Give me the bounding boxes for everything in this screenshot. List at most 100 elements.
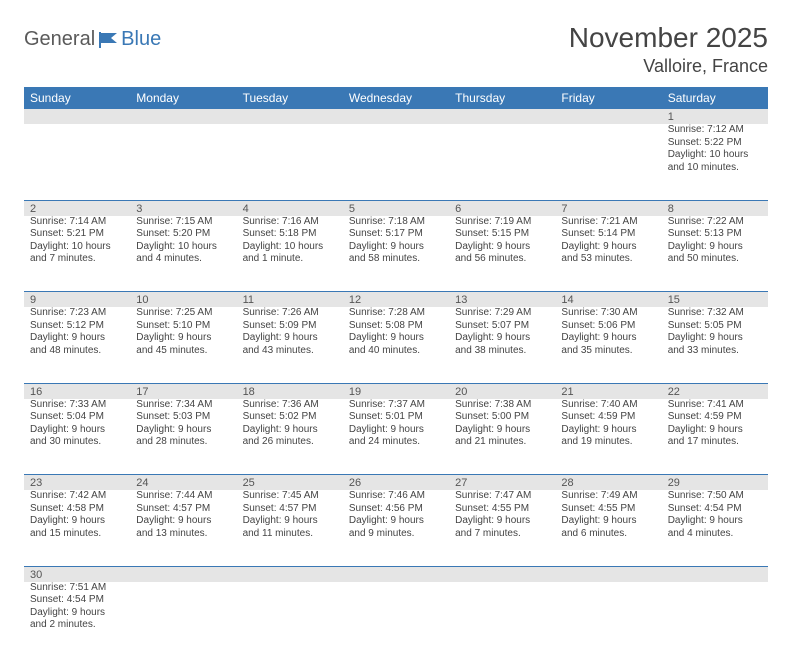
sunset-text: Sunset: 5:13 PM (668, 228, 762, 241)
day-header: Saturday (662, 87, 768, 109)
sunrise-text: Sunrise: 7:36 AM (243, 399, 337, 412)
day2-text: and 9 minutes. (349, 528, 443, 541)
day1-text: Daylight: 10 hours (30, 241, 124, 254)
day-number: 26 (343, 475, 449, 491)
day1-text: Daylight: 9 hours (455, 515, 549, 528)
day1-text: Daylight: 9 hours (668, 332, 762, 345)
logo: General Blue (24, 28, 161, 51)
day-cell: Sunrise: 7:29 AMSunset: 5:07 PMDaylight:… (449, 307, 555, 383)
sunset-text: Sunset: 4:55 PM (455, 503, 549, 516)
day1-text: Daylight: 9 hours (561, 241, 655, 254)
day1-text: Daylight: 9 hours (243, 332, 337, 345)
sunrise-text: Sunrise: 7:32 AM (668, 307, 762, 320)
sunset-text: Sunset: 4:54 PM (30, 594, 124, 607)
day2-text: and 50 minutes. (668, 253, 762, 266)
logo-text-2: Blue (121, 28, 161, 51)
day-cell (662, 582, 768, 658)
day1-text: Daylight: 9 hours (30, 424, 124, 437)
day-number (555, 109, 661, 124)
day1-text: Daylight: 9 hours (30, 607, 124, 620)
day-number: 27 (449, 475, 555, 491)
week-row: Sunrise: 7:51 AMSunset: 4:54 PMDaylight:… (24, 582, 768, 658)
day-number: 20 (449, 383, 555, 399)
sunset-text: Sunset: 5:12 PM (30, 320, 124, 333)
sunrise-text: Sunrise: 7:22 AM (668, 216, 762, 229)
sunset-text: Sunset: 5:01 PM (349, 411, 443, 424)
calendar-page: General Blue November 2025 Valloire, Fra… (0, 0, 792, 670)
day-number: 16 (24, 383, 130, 399)
calendar-body: 1Sunrise: 7:12 AMSunset: 5:22 PMDaylight… (24, 109, 768, 658)
day-cell: Sunrise: 7:46 AMSunset: 4:56 PMDaylight:… (343, 490, 449, 566)
day-number (449, 109, 555, 124)
month-title: November 2025 (569, 22, 768, 54)
day-cell (130, 582, 236, 658)
day-header: Monday (130, 87, 236, 109)
day1-text: Daylight: 9 hours (561, 332, 655, 345)
day1-text: Daylight: 9 hours (243, 515, 337, 528)
week-row: Sunrise: 7:14 AMSunset: 5:21 PMDaylight:… (24, 216, 768, 292)
calendar-table: SundayMondayTuesdayWednesdayThursdayFrid… (24, 87, 768, 658)
title-block: November 2025 Valloire, France (569, 22, 768, 77)
day-number (130, 109, 236, 124)
daynum-row: 16171819202122 (24, 383, 768, 399)
day-number: 17 (130, 383, 236, 399)
day-cell (449, 124, 555, 200)
day1-text: Daylight: 10 hours (668, 149, 762, 162)
day-number (130, 566, 236, 582)
day-cell: Sunrise: 7:47 AMSunset: 4:55 PMDaylight:… (449, 490, 555, 566)
sunset-text: Sunset: 4:55 PM (561, 503, 655, 516)
day-number: 30 (24, 566, 130, 582)
day1-text: Daylight: 9 hours (349, 332, 443, 345)
day2-text: and 4 minutes. (668, 528, 762, 541)
day1-text: Daylight: 9 hours (136, 332, 230, 345)
day1-text: Daylight: 9 hours (136, 424, 230, 437)
day-cell (343, 124, 449, 200)
sunset-text: Sunset: 5:22 PM (668, 137, 762, 150)
day1-text: Daylight: 9 hours (349, 241, 443, 254)
sunset-text: Sunset: 5:18 PM (243, 228, 337, 241)
day2-text: and 19 minutes. (561, 436, 655, 449)
day-header: Sunday (24, 87, 130, 109)
day2-text: and 21 minutes. (455, 436, 549, 449)
day-number (24, 109, 130, 124)
day2-text: and 33 minutes. (668, 345, 762, 358)
sunrise-text: Sunrise: 7:50 AM (668, 490, 762, 503)
sunrise-text: Sunrise: 7:41 AM (668, 399, 762, 412)
day1-text: Daylight: 9 hours (349, 515, 443, 528)
day2-text: and 35 minutes. (561, 345, 655, 358)
day2-text: and 11 minutes. (243, 528, 337, 541)
day2-text: and 48 minutes. (30, 345, 124, 358)
day1-text: Daylight: 9 hours (136, 515, 230, 528)
logo-text-1: General (24, 28, 95, 51)
day-cell: Sunrise: 7:14 AMSunset: 5:21 PMDaylight:… (24, 216, 130, 292)
day2-text: and 7 minutes. (455, 528, 549, 541)
day-number: 9 (24, 292, 130, 308)
day2-text: and 7 minutes. (30, 253, 124, 266)
day-number: 6 (449, 200, 555, 216)
day-cell: Sunrise: 7:32 AMSunset: 5:05 PMDaylight:… (662, 307, 768, 383)
day-number: 19 (343, 383, 449, 399)
day2-text: and 13 minutes. (136, 528, 230, 541)
daynum-row: 1 (24, 109, 768, 124)
day-number: 4 (237, 200, 343, 216)
day-cell: Sunrise: 7:26 AMSunset: 5:09 PMDaylight:… (237, 307, 343, 383)
day-number: 22 (662, 383, 768, 399)
day-cell (24, 124, 130, 200)
day2-text: and 28 minutes. (136, 436, 230, 449)
day-number: 28 (555, 475, 661, 491)
day-cell (555, 124, 661, 200)
day1-text: Daylight: 9 hours (455, 332, 549, 345)
day-header: Thursday (449, 87, 555, 109)
day1-text: Daylight: 9 hours (668, 241, 762, 254)
sunrise-text: Sunrise: 7:16 AM (243, 216, 337, 229)
day-cell: Sunrise: 7:18 AMSunset: 5:17 PMDaylight:… (343, 216, 449, 292)
sunrise-text: Sunrise: 7:49 AM (561, 490, 655, 503)
day-cell: Sunrise: 7:41 AMSunset: 4:59 PMDaylight:… (662, 399, 768, 475)
sunset-text: Sunset: 4:57 PM (243, 503, 337, 516)
day2-text: and 6 minutes. (561, 528, 655, 541)
day-number: 25 (237, 475, 343, 491)
day-header: Tuesday (237, 87, 343, 109)
day1-text: Daylight: 9 hours (455, 241, 549, 254)
day-number: 18 (237, 383, 343, 399)
day-number (237, 109, 343, 124)
